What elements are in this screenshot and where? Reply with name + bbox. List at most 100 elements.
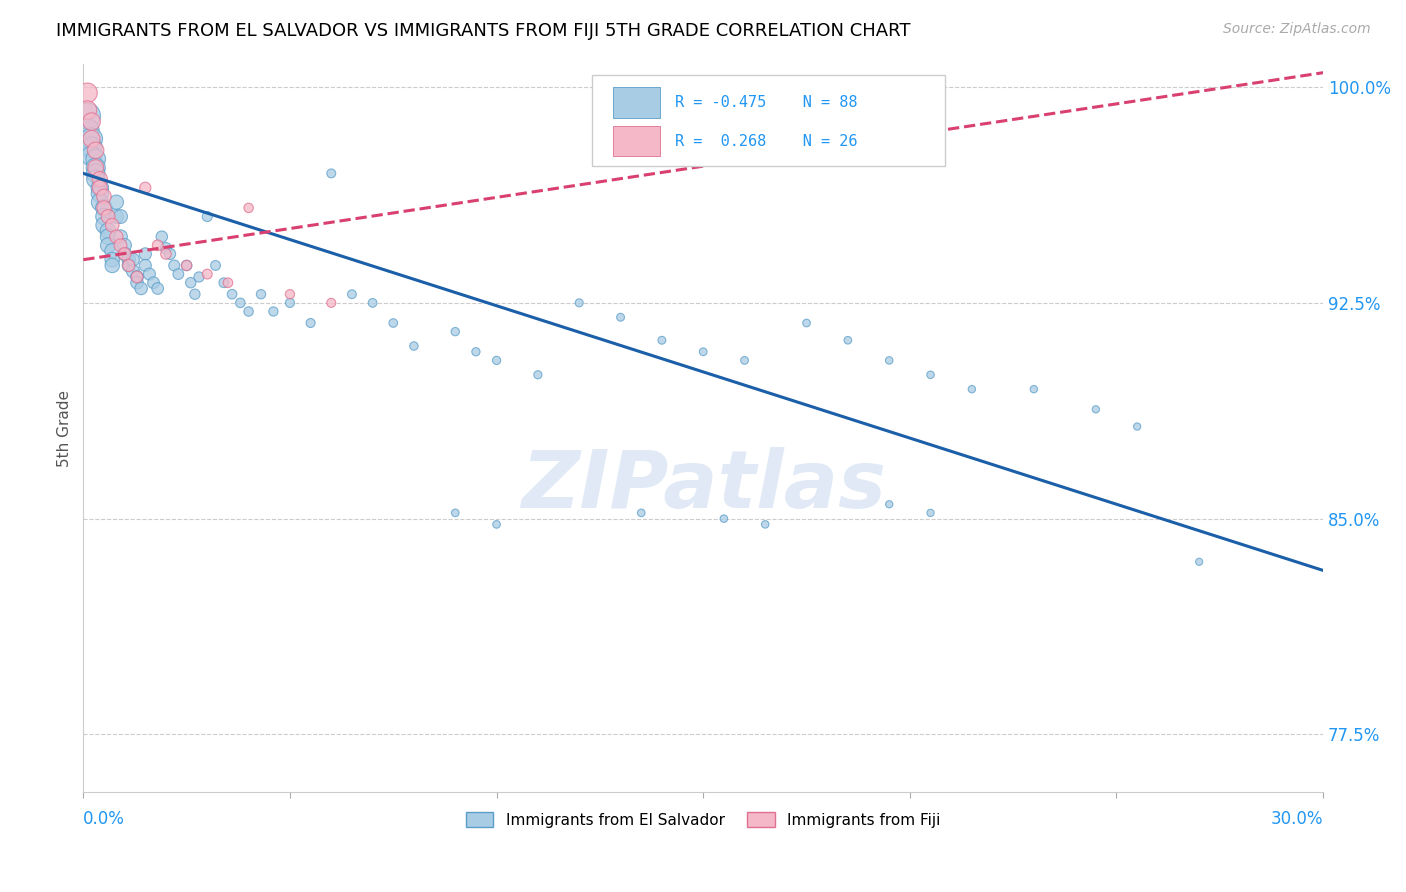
FancyBboxPatch shape [613, 126, 659, 156]
Text: ZIPatlas: ZIPatlas [520, 447, 886, 525]
Point [84, 161, 107, 175]
Point [93, 189, 115, 203]
Legend: Immigrants from El Salvador, Immigrants from Fiji: Immigrants from El Salvador, Immigrants … [458, 804, 948, 835]
Point [84, 161, 107, 175]
Point [93, 201, 115, 215]
Point [150, 229, 173, 244]
Text: IMMIGRANTS FROM EL SALVADOR VS IMMIGRANTS FROM FIJI 5TH GRADE CORRELATION CHART: IMMIGRANTS FROM EL SALVADOR VS IMMIGRANT… [56, 22, 911, 40]
Point [1126, 419, 1149, 434]
Point [134, 259, 156, 273]
Point [80, 140, 103, 154]
Point [76, 103, 98, 117]
Point [188, 269, 211, 284]
Point [262, 304, 284, 318]
Point [630, 506, 652, 520]
Point [80, 114, 103, 128]
Point [837, 333, 859, 347]
Point [105, 195, 128, 210]
Point [212, 276, 235, 290]
Point [229, 296, 252, 310]
Point [97, 238, 120, 252]
Point [84, 144, 107, 158]
Point [382, 316, 405, 330]
Point [76, 123, 98, 137]
Point [402, 339, 425, 353]
Point [105, 210, 128, 224]
Point [125, 269, 148, 284]
Point [89, 195, 111, 210]
Point [1188, 555, 1211, 569]
Text: Source: ZipAtlas.com: Source: ZipAtlas.com [1223, 22, 1371, 37]
Point [221, 287, 243, 301]
Point [180, 276, 202, 290]
Y-axis label: 5th Grade: 5th Grade [58, 390, 72, 467]
Point [80, 132, 103, 146]
Point [299, 316, 322, 330]
Point [118, 252, 141, 267]
Point [796, 316, 818, 330]
Point [321, 166, 343, 180]
Point [114, 247, 136, 261]
Point [444, 506, 467, 520]
Point [734, 353, 756, 368]
Point [176, 259, 198, 273]
Point [80, 132, 103, 146]
Point [159, 247, 181, 261]
FancyBboxPatch shape [613, 87, 659, 118]
Point [97, 210, 120, 224]
Point [84, 166, 107, 180]
Point [110, 229, 132, 244]
Point [238, 201, 260, 215]
Point [89, 181, 111, 195]
Point [238, 304, 260, 318]
Point [920, 368, 942, 382]
Point [101, 259, 124, 273]
Point [118, 259, 141, 273]
Point [920, 506, 942, 520]
Point [568, 296, 591, 310]
Point [340, 287, 363, 301]
Point [93, 210, 115, 224]
Point [110, 238, 132, 252]
Text: 0.0%: 0.0% [83, 810, 125, 828]
Point [89, 172, 111, 186]
Point [184, 287, 207, 301]
Point [960, 382, 983, 396]
Point [651, 333, 673, 347]
Point [485, 353, 508, 368]
Point [114, 247, 136, 261]
Point [321, 296, 343, 310]
Point [1084, 402, 1107, 417]
Point [754, 517, 776, 532]
Point [125, 269, 148, 284]
Point [877, 497, 900, 511]
Point [146, 281, 169, 295]
Text: R =  0.268    N = 26: R = 0.268 N = 26 [675, 134, 858, 149]
Point [713, 511, 735, 525]
Point [105, 229, 128, 244]
Point [464, 344, 486, 359]
Point [97, 224, 120, 238]
Point [195, 210, 218, 224]
Point [278, 287, 301, 301]
Point [609, 310, 631, 325]
Point [76, 86, 98, 100]
Point [195, 267, 218, 281]
Point [361, 296, 384, 310]
Point [278, 296, 301, 310]
Point [176, 259, 198, 273]
FancyBboxPatch shape [592, 75, 945, 166]
Point [444, 325, 467, 339]
Point [204, 259, 226, 273]
Point [89, 181, 111, 195]
Point [129, 281, 152, 295]
Point [877, 353, 900, 368]
Text: 30.0%: 30.0% [1271, 810, 1323, 828]
Point [134, 247, 156, 261]
Point [93, 201, 115, 215]
Point [122, 252, 145, 267]
Point [142, 276, 165, 290]
Point [101, 252, 124, 267]
Point [692, 344, 714, 359]
Point [101, 244, 124, 258]
